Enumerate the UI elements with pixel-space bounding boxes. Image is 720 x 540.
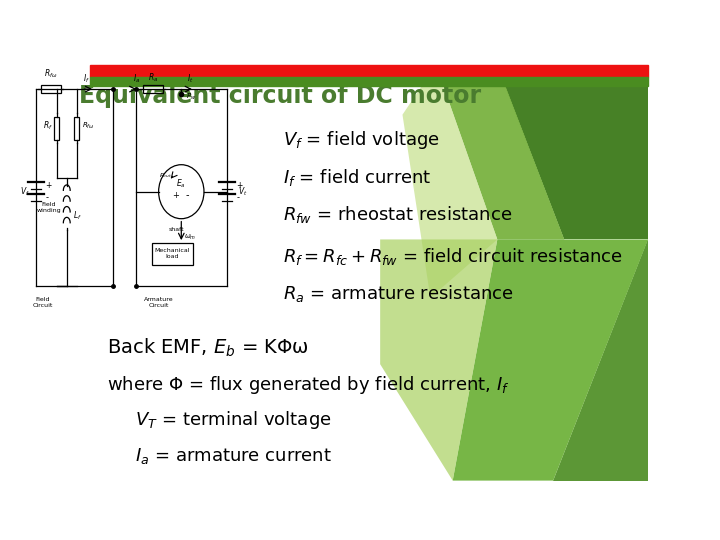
Text: +: +: [45, 181, 52, 190]
Text: $R_a$: $R_a$: [148, 71, 158, 84]
FancyBboxPatch shape: [152, 243, 193, 265]
Polygon shape: [453, 239, 648, 481]
Text: $R_f$: $R_f$: [43, 119, 53, 132]
Bar: [143, 85, 163, 93]
Text: +: +: [236, 181, 243, 190]
Text: $V_T$ = terminal voltage: $V_T$ = terminal voltage: [135, 409, 331, 431]
Text: $E_a$: $E_a$: [176, 178, 186, 191]
Text: $I_f$ = field current: $I_f$ = field current: [282, 166, 431, 187]
Text: $R_{f\omega}$: $R_{f\omega}$: [81, 122, 94, 131]
Text: $R_{f\omega}$: $R_{f\omega}$: [44, 68, 58, 80]
Bar: [74, 117, 79, 140]
Text: Equivalent circuit of DC motor: Equivalent circuit of DC motor: [78, 84, 481, 108]
Bar: [54, 117, 59, 140]
Text: shaft: shaft: [168, 227, 184, 232]
Text: Back EMF, $E_b$ = KΦω: Back EMF, $E_b$ = KΦω: [107, 336, 308, 359]
Text: $R_a$ = armature resistance: $R_a$ = armature resistance: [282, 283, 513, 304]
Polygon shape: [380, 239, 498, 481]
Text: $R_f = R_{fc} + R_{fw}$ = field circuit resistance: $R_f = R_{fc} + R_{fw}$ = field circuit …: [282, 246, 623, 267]
Text: $L_f$: $L_f$: [73, 210, 81, 222]
Text: Armature
Circuit: Armature Circuit: [144, 297, 174, 308]
Polygon shape: [553, 239, 648, 481]
Polygon shape: [436, 65, 564, 239]
Text: $V_t$: $V_t$: [238, 185, 248, 198]
Text: -: -: [45, 193, 49, 202]
Bar: [90, 77, 648, 86]
Text: $I_a$ = armature current: $I_a$ = armature current: [135, 446, 332, 465]
Text: $\omega_m$: $\omega_m$: [184, 233, 196, 242]
Text: $I_a$: $I_a$: [132, 72, 140, 85]
Text: $V_f$ = field voltage: $V_f$ = field voltage: [282, 129, 439, 151]
Polygon shape: [402, 65, 498, 298]
Polygon shape: [498, 65, 648, 239]
Text: Field
winding: Field winding: [36, 202, 61, 213]
Text: $R_{fw}$ = rheostat resistance: $R_{fw}$ = rheostat resistance: [282, 204, 512, 225]
Bar: [90, 65, 648, 77]
Text: where Φ = flux generated by field current, $I_f$: where Φ = flux generated by field curren…: [107, 374, 510, 396]
Bar: [41, 85, 60, 93]
Text: -: -: [236, 193, 239, 202]
Text: $P_{out}$: $P_{out}$: [158, 171, 171, 180]
Text: $V_f$: $V_f$: [20, 185, 30, 198]
Text: -: -: [185, 190, 189, 200]
Text: $P_w$: $P_w$: [186, 92, 196, 102]
Text: Mechanical
load: Mechanical load: [155, 248, 190, 259]
Text: +: +: [172, 191, 179, 200]
Text: $I_f$: $I_f$: [83, 72, 89, 85]
Text: $I_t$: $I_t$: [187, 72, 194, 85]
Text: Field
Circuit: Field Circuit: [33, 297, 53, 308]
